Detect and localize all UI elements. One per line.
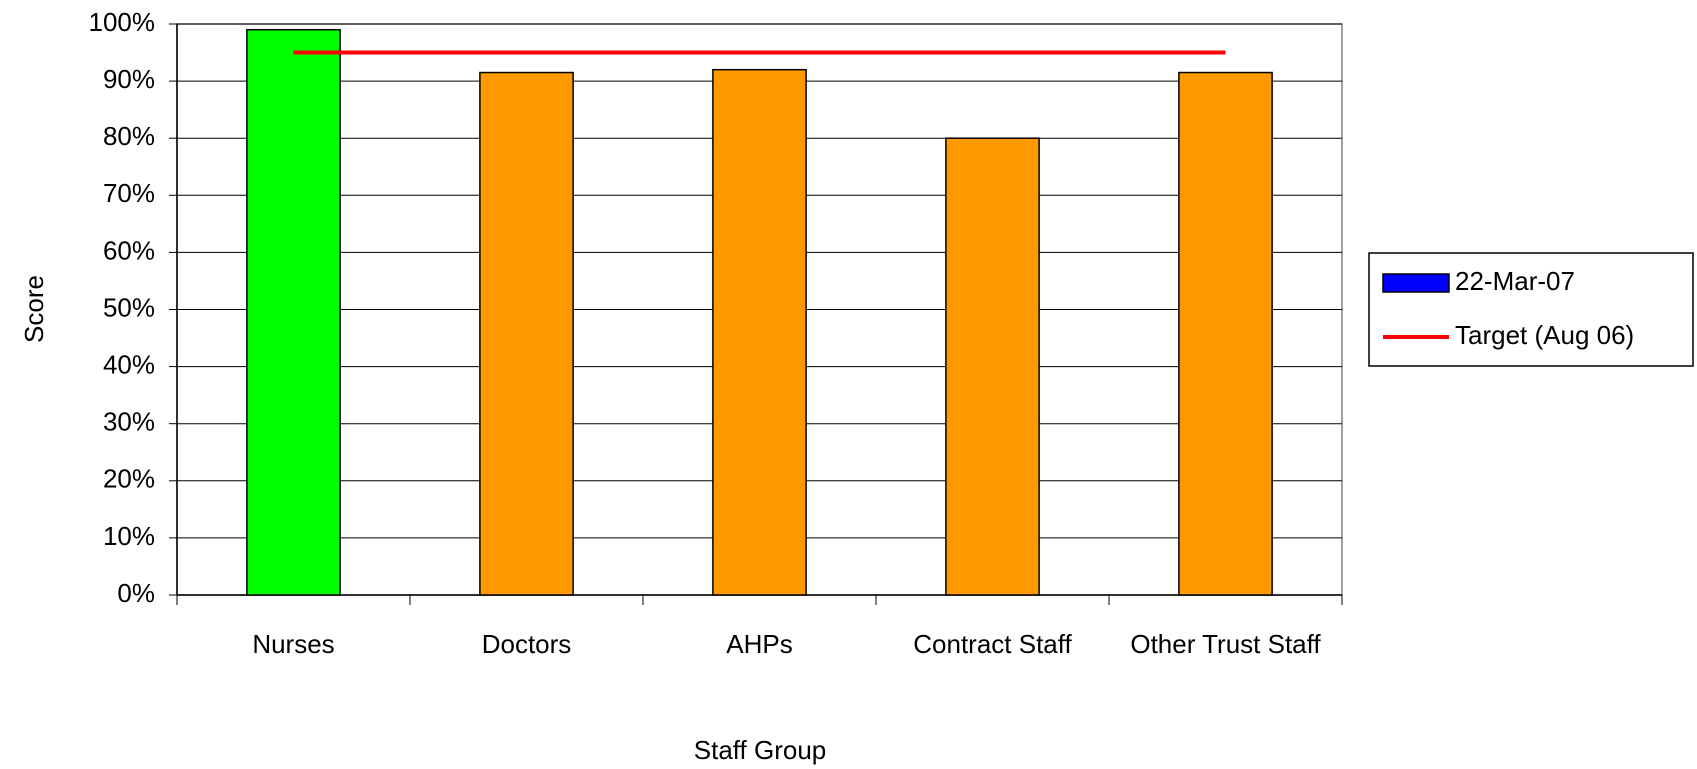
x-tick-label: AHPs xyxy=(726,629,793,659)
x-tick-label: Other Trust Staff xyxy=(1130,629,1321,659)
x-tick-label: Nurses xyxy=(252,629,335,659)
legend-label: 22-Mar-07 xyxy=(1455,266,1575,296)
y-tick-label: 40% xyxy=(103,349,155,379)
x-tick-label: Contract Staff xyxy=(913,629,1072,659)
legend-label: Target (Aug 06) xyxy=(1455,320,1634,350)
x-axis-title: Staff Group xyxy=(694,735,827,765)
y-tick-label: 60% xyxy=(103,235,155,265)
y-tick-label: 80% xyxy=(103,121,155,151)
x-tick-label: Doctors xyxy=(481,629,572,659)
bar xyxy=(1178,71,1273,596)
legend-swatch xyxy=(1382,273,1450,293)
legend-box xyxy=(1368,252,1694,367)
bar xyxy=(246,28,341,596)
bar xyxy=(945,137,1040,596)
y-axis-title: Score xyxy=(19,275,49,343)
bar xyxy=(712,68,807,596)
y-tick-label: 90% xyxy=(103,64,155,94)
y-tick-label: 100% xyxy=(89,7,156,37)
y-tick-label: 30% xyxy=(103,407,155,437)
y-tick-label: 20% xyxy=(103,464,155,494)
y-tick-label: 50% xyxy=(103,292,155,322)
y-tick-label: 10% xyxy=(103,521,155,551)
y-tick-label: 70% xyxy=(103,178,155,208)
bar xyxy=(479,71,574,596)
y-tick-label: 0% xyxy=(117,578,155,608)
